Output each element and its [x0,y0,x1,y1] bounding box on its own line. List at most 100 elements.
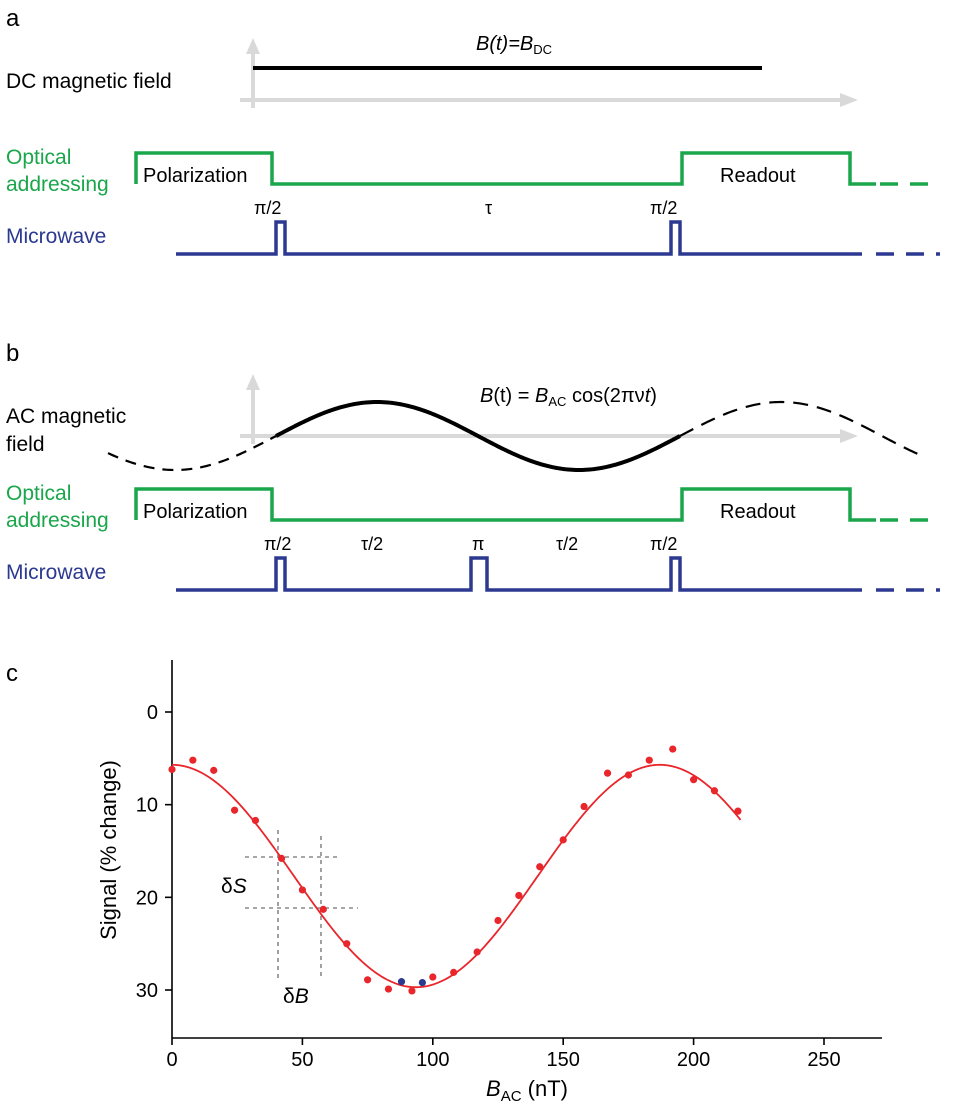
y-tick-label: 0 [147,702,158,724]
panel-b-y-arrow [246,374,260,390]
panel-a-x-arrow [840,93,858,107]
data-point [210,766,218,774]
data-point [690,776,698,784]
data-point [343,940,351,948]
y-tick-label: 10 [136,795,158,817]
eq-sub: AC [548,394,566,409]
panel-a-optical-trace [134,151,876,186]
data-point [603,769,612,777]
x-label-var: B [486,1076,501,1101]
y-tick-label: 20 [136,887,158,909]
panel-b-pulse2-label: π/2 [650,534,677,554]
panel-b-ac-field-dashed-before [107,435,277,472]
highlight-point [397,978,406,986]
x-label-unit: (nT) [522,1076,568,1101]
data-point [580,802,588,811]
data-point [384,985,393,993]
panel-a-optical-label-2: addressing [6,173,109,196]
data-point [710,787,719,795]
delta-b-symbol: δ [283,985,295,1008]
chart-x-ticks: 0 50 100 150 200 250 [166,1038,841,1071]
data-point [408,987,416,995]
data-point [429,973,437,981]
data-point [251,816,260,825]
panel-a-microwave-label: Microwave [6,225,106,248]
x-tick-label: 100 [416,1049,449,1071]
panel-a-y-arrow [246,38,260,54]
panel-a-letter: a [6,5,20,32]
x-tick-label: 50 [291,1049,313,1071]
panel-b-field-equation: B(t) = BAC cos(2πνt) [480,385,657,409]
panel-b-optical-label-1: Optical [6,482,71,505]
eq-lhs: B(t)=B [476,33,533,55]
panel-a-polarization-label: Polarization [143,165,248,187]
panel-b-microwave-label: Microwave [6,561,106,584]
data-point [669,745,677,753]
eq-close: ) [650,385,657,407]
chart-y-ticks: 0 10 20 30 [136,702,172,1002]
panel-b-field-label-1: AC magnetic [6,405,126,428]
highlight-point [418,978,426,987]
panel-a-pulse2-label: π/2 [650,198,677,218]
panel-b-pi-label: π [472,534,484,554]
panel-b-field-label-2: field [6,433,45,456]
delta-b-label: δB [283,985,309,1008]
x-tick-label: 200 [677,1049,710,1071]
eq-sub: DC [533,42,552,57]
data-point [189,756,197,764]
data-point [536,863,544,871]
eq-t: (t) = [493,385,535,407]
data-point [624,771,633,779]
eq-b: B [480,385,493,407]
panel-b-tau-half-1-label: τ/2 [361,534,383,554]
panel-b-ac-field-solid [275,400,681,472]
y-tick-label: 30 [136,980,158,1002]
x-tick-label: 0 [166,1049,177,1071]
panel-b-polarization-label: Polarization [143,501,248,523]
x-tick-label: 150 [547,1049,580,1071]
panel-b-x-arrow [840,429,858,443]
data-point [734,807,742,815]
panel-b-readout-label: Readout [720,501,796,523]
data-point [277,854,286,863]
data-point [230,806,239,814]
chart-fit-curve [171,763,742,989]
eq-b2: B [535,385,548,407]
panel-b-optical-trace [134,487,876,522]
data-point [515,891,523,900]
panel-a-field-equation: B(t)=BDC [476,33,552,57]
panel-a-field-label: DC magnetic field [6,70,172,93]
data-point [168,765,176,774]
delta-b-var: B [295,985,309,1008]
data-point [645,756,653,764]
chart-y-label: Signal (% change) [96,760,121,940]
chart-points [168,745,742,995]
panel-b-pulse1-label: π/2 [264,534,291,554]
chart-x-label: BAC (nT) [486,1076,568,1105]
panel-a-pulse1-label: π/2 [254,198,281,218]
x-tick-label: 250 [807,1049,840,1071]
data-point [298,886,306,894]
panel-b-microwave-trace [176,556,862,592]
eq-t2: t [645,385,652,407]
data-point [364,976,372,984]
panel-b-tau-half-2-label: τ/2 [556,534,578,554]
delta-s-label: δS [221,875,247,898]
panel-a-readout-label: Readout [720,165,796,187]
data-point [473,948,481,956]
chart-axes [171,660,882,1039]
chart-guides [245,830,358,980]
eq-rest: cos(2πν [566,385,644,407]
panel-a-microwave-trace [176,220,862,256]
data-point [450,968,458,976]
delta-s-var: S [233,875,247,898]
panel-a-optical-label-1: Optical [6,146,71,169]
data-point [319,905,327,913]
panel-b-letter: b [6,340,19,367]
data-point [494,916,502,925]
panel-c-letter: c [6,660,18,687]
panel-b-optical-label-2: addressing [6,509,109,532]
panel-b-ac-field-dashed-after [679,400,923,457]
delta-s-symbol: δ [221,875,233,898]
